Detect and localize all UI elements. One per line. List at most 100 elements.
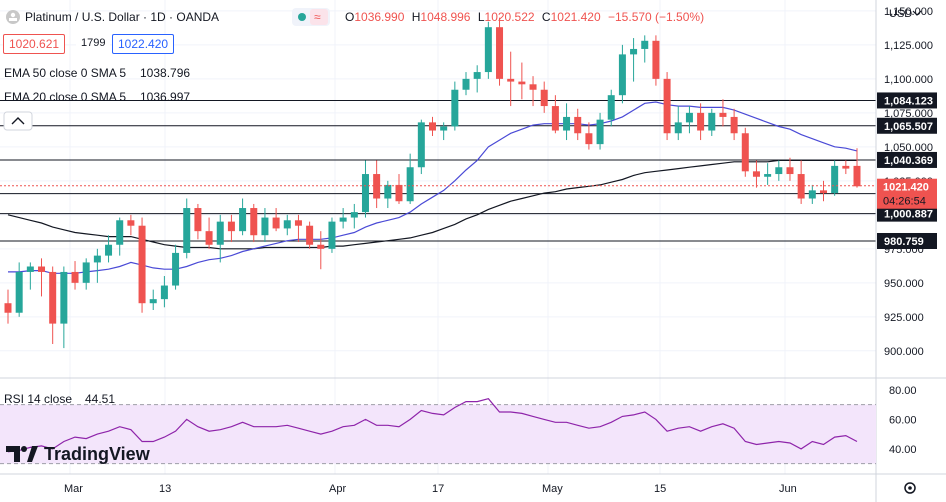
symbol-title: Platinum / U.S. Dollar · 1D · OANDA bbox=[25, 10, 219, 24]
bar-countdown: 04:26:54 bbox=[883, 196, 926, 208]
candle-body bbox=[529, 84, 537, 90]
rsi-pane: 40.00 60.00 80.00 bbox=[0, 385, 917, 465]
candle bbox=[239, 198, 247, 236]
candle-body bbox=[183, 208, 191, 253]
level-label: 1,000.887 bbox=[884, 209, 933, 221]
svg-text:TradingView: TradingView bbox=[44, 444, 151, 464]
candle bbox=[752, 160, 760, 188]
level-label-box bbox=[877, 205, 937, 222]
candle bbox=[149, 289, 157, 311]
candle-body bbox=[71, 271, 79, 283]
ask-price[interactable]: 1022.420 bbox=[112, 34, 175, 54]
ema20-legend-value: 1036.997 bbox=[140, 90, 190, 104]
candle bbox=[652, 35, 660, 86]
candle-body bbox=[294, 220, 302, 226]
candle bbox=[496, 17, 504, 86]
candle bbox=[205, 217, 213, 249]
candle bbox=[429, 116, 436, 136]
currency-selector[interactable]: USD bbox=[889, 8, 922, 20]
candle bbox=[49, 266, 57, 345]
candle-body bbox=[194, 208, 202, 232]
candle bbox=[630, 38, 638, 82]
price-tick-label: 1,075.000 bbox=[884, 108, 933, 120]
bid-price[interactable]: 1020.621 bbox=[3, 34, 66, 54]
level-label: 1,084.123 bbox=[884, 95, 933, 107]
candle-body bbox=[350, 212, 358, 218]
candle bbox=[641, 35, 649, 63]
time-tick-label: Jun bbox=[779, 483, 797, 495]
candle bbox=[440, 122, 448, 141]
ema20-legend-label: EMA 20 close 0 SMA 5 bbox=[4, 90, 126, 104]
market-status-icons[interactable]: ≈ bbox=[292, 8, 330, 26]
price-tick-label: 900.000 bbox=[884, 346, 924, 358]
candle-body bbox=[518, 81, 526, 85]
candle bbox=[719, 99, 727, 127]
candle bbox=[797, 160, 805, 204]
candle-body bbox=[216, 221, 224, 245]
spread-value: 1799 bbox=[76, 35, 111, 51]
candle-body bbox=[496, 27, 504, 79]
candle-body bbox=[373, 174, 381, 199]
svg-text:≈: ≈ bbox=[314, 10, 321, 24]
candle-body bbox=[641, 40, 649, 49]
candle bbox=[685, 106, 693, 134]
candle-body bbox=[250, 208, 258, 236]
rsi-legend-value: 44.51 bbox=[85, 392, 115, 406]
candle bbox=[764, 163, 772, 185]
candle bbox=[674, 106, 682, 141]
candle-body bbox=[26, 266, 34, 272]
time-tick-label: Apr bbox=[329, 483, 346, 495]
rsi-legend-label: RSI 14 close bbox=[4, 392, 72, 406]
candle-body bbox=[339, 217, 347, 222]
candle-body bbox=[551, 106, 559, 131]
candle bbox=[172, 244, 180, 290]
candle-body bbox=[15, 271, 23, 313]
candle bbox=[708, 108, 716, 136]
candle-body bbox=[384, 184, 392, 199]
candle bbox=[730, 108, 738, 141]
candle-body bbox=[227, 221, 235, 232]
candle-body bbox=[93, 255, 101, 263]
candle-body bbox=[786, 167, 794, 175]
candle-body bbox=[585, 133, 593, 145]
tradingview-logo: TradingView bbox=[6, 444, 151, 464]
candle bbox=[127, 214, 135, 236]
rsi-tick-label: 80.00 bbox=[889, 385, 917, 397]
level-label-box bbox=[877, 151, 937, 168]
candle bbox=[26, 262, 34, 290]
candle-body bbox=[775, 167, 783, 175]
time-tick-label: 13 bbox=[159, 483, 171, 495]
candle-body bbox=[440, 126, 448, 131]
candle-body bbox=[239, 208, 247, 232]
rsi-tick-label: 40.00 bbox=[889, 444, 917, 456]
time-tick-label: 17 bbox=[432, 483, 444, 495]
collapse-legend-button[interactable] bbox=[3, 111, 33, 131]
candle-body bbox=[752, 171, 760, 177]
candle bbox=[261, 208, 269, 243]
current-price-value: 1021.420 bbox=[883, 182, 929, 194]
candle bbox=[831, 160, 839, 196]
candle-body bbox=[663, 78, 671, 134]
candle-body bbox=[205, 231, 213, 245]
candle bbox=[272, 208, 280, 232]
candle-body bbox=[172, 252, 180, 286]
candle bbox=[60, 266, 68, 349]
candle bbox=[540, 81, 548, 113]
price-tick-label: 925.000 bbox=[884, 312, 924, 324]
candle-body bbox=[49, 271, 57, 324]
candle-body bbox=[630, 48, 638, 55]
time-axis[interactable]: Mar 13 Apr 17 May 15 Jun bbox=[64, 483, 797, 495]
candle-body bbox=[484, 27, 492, 73]
candle-body bbox=[328, 221, 336, 249]
candle bbox=[317, 231, 325, 270]
candle bbox=[105, 235, 113, 263]
settings-gear-icon[interactable] bbox=[904, 482, 916, 494]
candle-body bbox=[540, 89, 548, 107]
candle-body bbox=[719, 112, 727, 117]
candle bbox=[4, 289, 12, 324]
price-tick-label: 950.000 bbox=[884, 278, 924, 290]
candle-body bbox=[105, 244, 113, 256]
candle-body bbox=[842, 165, 850, 169]
candle-body bbox=[60, 271, 68, 324]
